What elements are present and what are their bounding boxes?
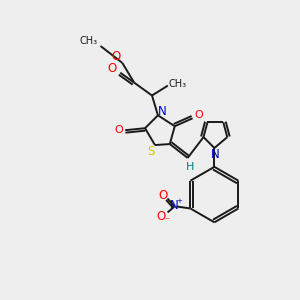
Text: N: N	[158, 105, 166, 118]
Text: O: O	[194, 110, 203, 120]
Text: N: N	[170, 199, 179, 212]
Text: O: O	[112, 50, 121, 63]
Text: N: N	[211, 148, 220, 161]
Text: O: O	[158, 189, 167, 202]
Text: H: H	[185, 162, 194, 172]
Text: O: O	[114, 125, 123, 135]
Text: CH₃: CH₃	[80, 36, 98, 46]
Text: S: S	[147, 146, 155, 158]
Text: O: O	[108, 62, 117, 75]
Text: +: +	[176, 197, 182, 203]
Text: O: O	[156, 210, 165, 223]
Text: CH₃: CH₃	[169, 79, 187, 88]
Text: ⁻: ⁻	[164, 216, 169, 226]
